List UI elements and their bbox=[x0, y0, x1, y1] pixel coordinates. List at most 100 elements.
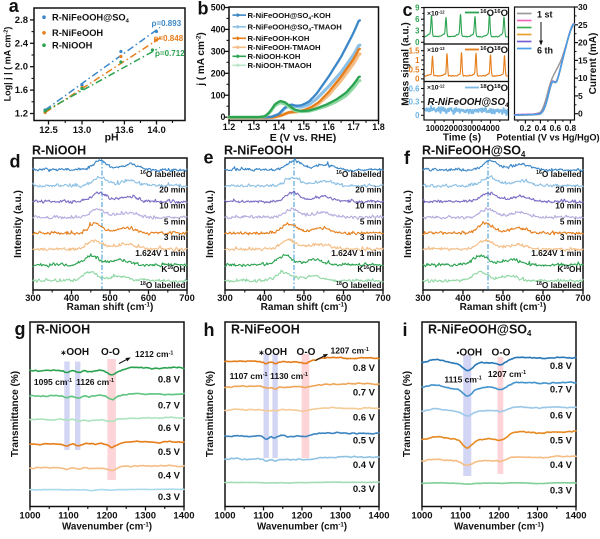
svg-text:500: 500 bbox=[211, 2, 226, 12]
svg-text:600: 600 bbox=[336, 293, 352, 303]
svg-text:e: e bbox=[204, 148, 214, 168]
svg-text:0.3: 0.3 bbox=[409, 98, 421, 107]
svg-text:Raman shift (cm-1​): Raman shift (cm-1​) bbox=[261, 302, 348, 313]
svg-text:600: 600 bbox=[141, 293, 157, 303]
svg-text:O-O: O-O bbox=[101, 347, 120, 358]
svg-text:13.0: 13.0 bbox=[73, 125, 92, 136]
svg-text:R-NiFeOOH: R-NiFeOOH bbox=[224, 144, 293, 158]
svg-text:1.2: 1.2 bbox=[223, 122, 236, 132]
svg-text:20 min: 20 min bbox=[355, 185, 381, 195]
svg-text:30: 30 bbox=[578, 2, 588, 12]
svg-text:O-O: O-O bbox=[492, 348, 511, 359]
svg-text:400: 400 bbox=[257, 293, 273, 303]
svg-text:3: 3 bbox=[415, 27, 420, 36]
svg-text:18​O labelled: 18​O labelled bbox=[140, 280, 185, 290]
svg-text:d: d bbox=[10, 152, 21, 172]
svg-text:Transmittance (%): Transmittance (%) bbox=[205, 371, 216, 457]
svg-text:500: 500 bbox=[296, 293, 312, 303]
svg-text:h: h bbox=[204, 320, 215, 340]
svg-text:Wavenumber (cm-1​): Wavenumber (cm-1​) bbox=[62, 521, 152, 532]
svg-text:300: 300 bbox=[217, 293, 233, 303]
svg-text:0.8 V: 0.8 V bbox=[353, 363, 376, 374]
svg-text:10 min: 10 min bbox=[159, 201, 185, 211]
svg-text:5: 5 bbox=[578, 91, 583, 101]
svg-text:ρ=0.848: ρ=0.848 bbox=[154, 34, 184, 43]
svg-text:R-NiFeOOH@SO4​: R-NiFeOOH@SO4​ bbox=[422, 144, 526, 160]
svg-text:0.4 V: 0.4 V bbox=[158, 470, 181, 481]
svg-text:Current (mA): Current (mA) bbox=[588, 33, 599, 95]
svg-text:1107 cm-1​: 1107 cm-1​ bbox=[230, 371, 268, 381]
svg-text:R-NiFeOOH@SO4​: R-NiFeOOH@SO4​ bbox=[428, 323, 532, 339]
svg-text:0.8: 0.8 bbox=[565, 123, 577, 133]
svg-text:9: 9 bbox=[415, 3, 420, 12]
svg-text:400: 400 bbox=[64, 293, 80, 303]
svg-text:1207 cm-1​: 1207 cm-1​ bbox=[331, 346, 369, 356]
svg-text:20 min: 20 min bbox=[555, 185, 581, 195]
svg-text:1.5: 1.5 bbox=[297, 122, 310, 132]
svg-text:1: 1 bbox=[415, 56, 420, 65]
svg-text:1.5: 1.5 bbox=[409, 47, 421, 56]
svg-text:3 min: 3 min bbox=[360, 232, 382, 242]
svg-text:16​O16​O: 16​O16​O bbox=[480, 8, 508, 19]
svg-text:0: 0 bbox=[220, 112, 225, 122]
svg-text:1300: 1300 bbox=[330, 511, 351, 522]
svg-text:2.8: 2.8 bbox=[15, 15, 28, 26]
svg-text:×10-12​: ×10-12​ bbox=[427, 9, 445, 17]
svg-text:Transmittance (%): Transmittance (%) bbox=[402, 371, 413, 457]
svg-text:0.7 V: 0.7 V bbox=[353, 388, 376, 399]
svg-text:Intensity (a.u.): Intensity (a.u.) bbox=[205, 190, 216, 258]
svg-text:f: f bbox=[404, 148, 411, 168]
svg-text:1000: 1000 bbox=[411, 511, 432, 522]
svg-text:12.5: 12.5 bbox=[39, 125, 58, 136]
svg-text:K16​OH: K16​OH bbox=[161, 264, 185, 274]
svg-text:1.624V 1 min: 1.624V 1 min bbox=[531, 248, 581, 258]
svg-text:700: 700 bbox=[575, 293, 591, 303]
svg-text:0.4 V: 0.4 V bbox=[353, 460, 376, 471]
svg-text:0.8 V: 0.8 V bbox=[158, 375, 181, 386]
svg-text:10 min: 10 min bbox=[355, 201, 381, 211]
svg-text:1.3: 1.3 bbox=[248, 122, 261, 132]
svg-text:1400: 1400 bbox=[565, 511, 586, 522]
svg-text:700: 700 bbox=[179, 293, 195, 303]
svg-text:O-O: O-O bbox=[297, 347, 316, 358]
svg-text:Time (s): Time (s) bbox=[443, 133, 481, 144]
svg-text:Wavenumber (cm-1​): Wavenumber (cm-1​) bbox=[454, 521, 544, 532]
svg-text:R-NiFeOOH: R-NiFeOOH bbox=[231, 323, 300, 337]
svg-text:0.5 V: 0.5 V bbox=[550, 436, 573, 447]
svg-text:1200: 1200 bbox=[96, 511, 117, 522]
svg-text:25: 25 bbox=[578, 20, 588, 30]
svg-text:ρ=0.893: ρ=0.893 bbox=[152, 19, 182, 28]
svg-text:a: a bbox=[9, 0, 20, 16]
svg-text:0.8 V: 0.8 V bbox=[550, 361, 573, 372]
svg-text:0: 0 bbox=[415, 38, 420, 47]
svg-text:3 min: 3 min bbox=[164, 232, 186, 242]
svg-text:400: 400 bbox=[211, 24, 226, 34]
svg-text:2.4: 2.4 bbox=[15, 38, 29, 49]
svg-text:Intensity (a.u.): Intensity (a.u.) bbox=[403, 190, 414, 258]
svg-text:1 st: 1 st bbox=[537, 10, 553, 20]
svg-text:R-NiOOH-KOH: R-NiOOH-KOH bbox=[248, 52, 301, 61]
svg-text:16​O labelled: 16​O labelled bbox=[140, 169, 185, 179]
svg-text:Raman shift (cm-1​): Raman shift (cm-1​) bbox=[67, 302, 154, 313]
svg-text:18​O labelled: 18​O labelled bbox=[536, 280, 581, 290]
svg-text:2000: 2000 bbox=[444, 123, 463, 133]
svg-text:1200: 1200 bbox=[291, 511, 312, 522]
svg-text:•OOH: •OOH bbox=[457, 348, 483, 359]
svg-text:b: b bbox=[198, 0, 209, 19]
svg-text:1212 cm-1​: 1212 cm-1​ bbox=[135, 349, 173, 359]
svg-text:0.3 V: 0.3 V bbox=[550, 486, 573, 497]
svg-text:1.6: 1.6 bbox=[15, 85, 28, 96]
svg-text:0.3 V: 0.3 V bbox=[158, 492, 181, 503]
svg-text:1000: 1000 bbox=[214, 511, 235, 522]
svg-text:K16​OH: K16​OH bbox=[557, 264, 581, 274]
svg-text:6 th: 6 th bbox=[537, 46, 553, 56]
svg-text:0.6 V: 0.6 V bbox=[353, 412, 376, 423]
svg-text:0.4 V: 0.4 V bbox=[550, 460, 573, 471]
svg-text:1.6: 1.6 bbox=[322, 122, 335, 132]
svg-text:0.5 V: 0.5 V bbox=[353, 436, 376, 447]
svg-text:1130 cm-1​: 1130 cm-1​ bbox=[270, 371, 308, 381]
svg-text:Potential (V vs Hg/HgO): Potential (V vs Hg/HgO) bbox=[496, 133, 599, 143]
svg-text:R-NiFeOOH@SO4​: R-NiFeOOH@SO4​ bbox=[428, 97, 510, 109]
svg-text:0.6: 0.6 bbox=[550, 123, 562, 133]
svg-text:0.7 V: 0.7 V bbox=[550, 385, 573, 396]
